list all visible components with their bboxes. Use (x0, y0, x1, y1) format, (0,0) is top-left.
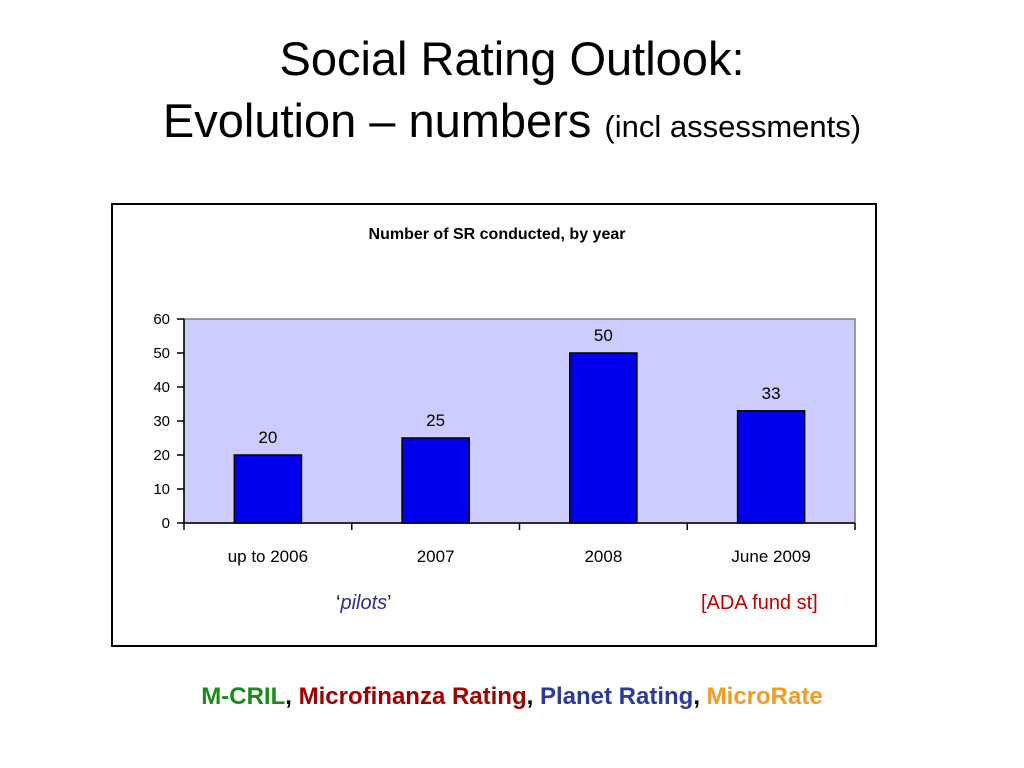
agency-planet-rating: Planet Rating (539, 683, 694, 710)
ada-fund-annotation: [ADA fund st] (701, 592, 818, 614)
bar (736, 410, 806, 524)
pilots-close-quote: ’ (387, 592, 392, 614)
bar-value-label: 25 (426, 411, 445, 430)
y-tick-label: 60 (153, 311, 170, 328)
footer-separator: , (693, 683, 707, 710)
footer-separator: , (526, 683, 540, 710)
title-line-2-main: Evolution – numbers (162, 94, 592, 147)
rating-agencies-footer: M-CRIL, Microfinanza Rating, Planet Rati… (0, 683, 1024, 711)
bar (401, 437, 470, 524)
chart-frame: Number of SR conducted, by year 0 10 20 30 4… (111, 203, 877, 647)
pilots-text: pilots (340, 592, 388, 614)
bar (569, 352, 638, 524)
agency-mcril: M-CRIL (201, 683, 286, 710)
bar-value-label: 33 (762, 384, 781, 403)
y-tick-label: 0 (162, 515, 170, 532)
y-tick-label: 30 (153, 413, 170, 430)
x-tick-label: 2008 (584, 547, 622, 566)
x-tick-label: up to 2006 (228, 547, 308, 566)
agency-microfinanza-rating: Microfinanza Rating (298, 683, 527, 710)
x-tick-label: June 2009 (731, 547, 810, 566)
title-line-2-small: (incl assessments) (604, 109, 862, 144)
footer-separator: , (285, 683, 299, 710)
y-tick-label: 20 (153, 447, 170, 464)
bar-value-label: 50 (594, 326, 613, 345)
y-tick-label: 10 (153, 481, 170, 498)
bar (233, 454, 303, 524)
slide-title: Social Rating Outlook: Evolution – numbe… (0, 28, 1024, 158)
pilots-annotation: ‘pilots’ (336, 592, 392, 615)
agency-microrate: MicroRate (706, 683, 823, 710)
bar-chart: Number of SR conducted, by year 0 10 20 30 4… (153, 226, 856, 566)
bar-value-label: 20 (258, 428, 277, 447)
chart-plot-layer: 0 10 20 30 40 50 60 20 up to 2006 25 2007 50 2008 33 J… (153, 311, 856, 566)
y-tick-label: 50 (153, 345, 170, 362)
x-tick-label: 2007 (417, 547, 455, 566)
pilots-open-quote: ‘ (336, 592, 341, 614)
y-tick-label: 40 (153, 379, 170, 396)
title-line-1: Social Rating Outlook: (279, 32, 745, 85)
title-line-2: Evolution – numbers (incl assessments) (0, 90, 1024, 158)
chart-title: Number of SR conducted, by year (369, 226, 626, 243)
